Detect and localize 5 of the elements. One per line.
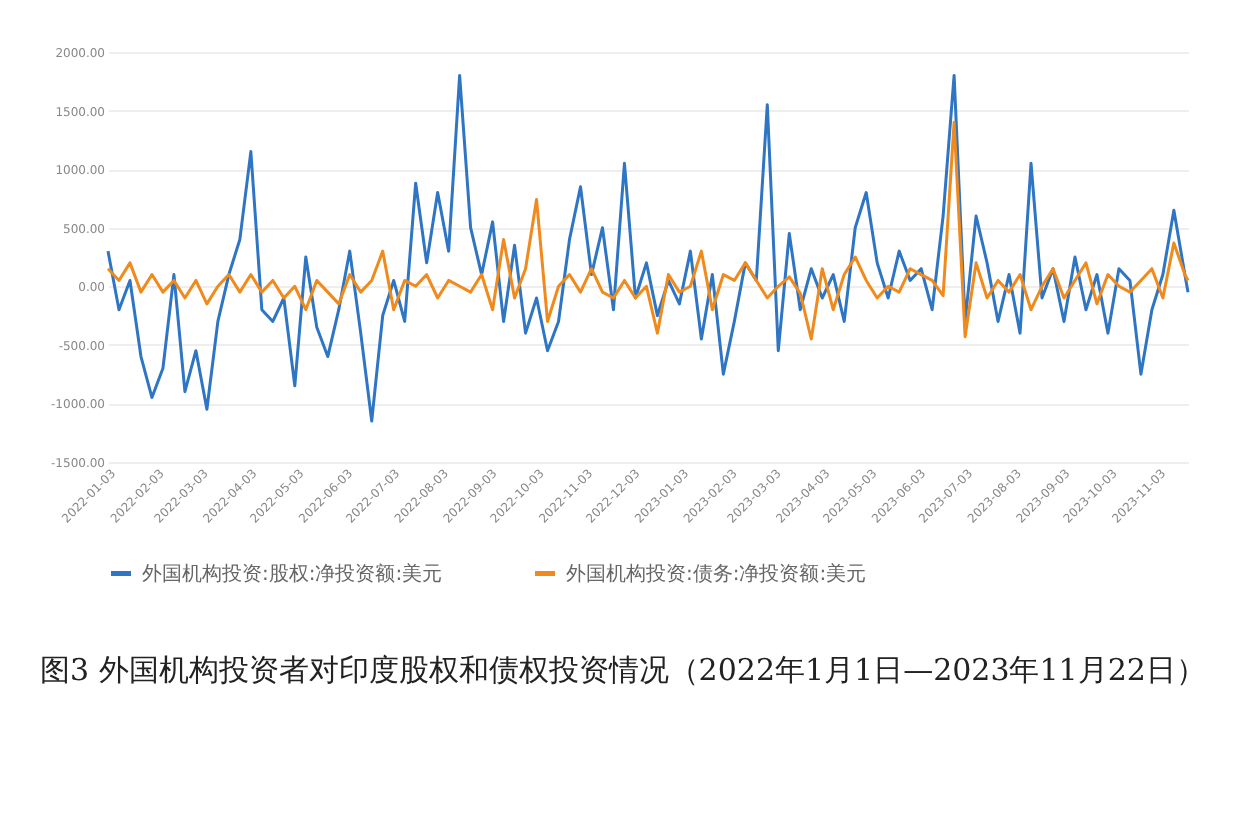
text: 图3 外国机构投资者对印度股权和债权投资情况（2022年1月1日—2023年11月22日） <box>40 650 1208 692</box>
line-series <box>106 120 1190 341</box>
legend-label: 外国机构投资:债务:净投资额:美元 <box>566 561 867 586</box>
legend-label: 外国机构投资:股权:净投资额:美元 <box>142 561 443 586</box>
line-series <box>106 73 1190 423</box>
